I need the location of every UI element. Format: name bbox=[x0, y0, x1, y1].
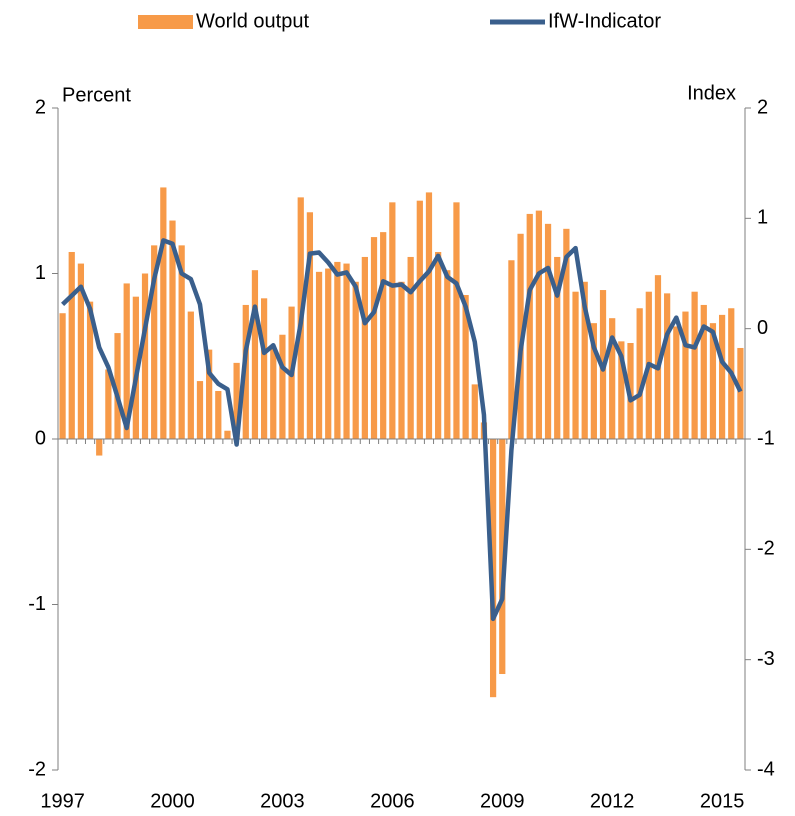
bar bbox=[380, 232, 387, 439]
bar bbox=[233, 362, 240, 439]
x-tick-label: 2015 bbox=[700, 790, 745, 812]
bar bbox=[590, 323, 597, 439]
bar bbox=[489, 439, 497, 698]
y2-axis-label: Index bbox=[687, 82, 736, 104]
bar bbox=[114, 333, 121, 439]
bar bbox=[682, 311, 689, 439]
bar bbox=[535, 210, 543, 439]
bar bbox=[59, 313, 66, 439]
bar bbox=[96, 439, 103, 456]
bar bbox=[279, 334, 286, 439]
y-tick-label: 2 bbox=[35, 96, 46, 118]
bar bbox=[224, 430, 231, 439]
bar bbox=[123, 283, 130, 439]
bar bbox=[334, 261, 341, 439]
bar bbox=[343, 263, 350, 439]
bar bbox=[554, 256, 561, 439]
bar bbox=[636, 308, 643, 439]
bar bbox=[270, 347, 277, 439]
y-tick-label: -2 bbox=[28, 758, 46, 780]
bar bbox=[251, 270, 259, 439]
bar bbox=[160, 187, 167, 439]
legend-label: IfW-Indicator bbox=[548, 10, 661, 32]
bar bbox=[105, 369, 112, 439]
bar bbox=[700, 304, 707, 439]
bar bbox=[169, 220, 176, 439]
bar bbox=[654, 275, 662, 439]
y2-tick-label: 1 bbox=[757, 207, 768, 229]
bar bbox=[407, 256, 414, 439]
bar bbox=[352, 281, 359, 439]
bar bbox=[187, 311, 194, 439]
bar bbox=[425, 192, 433, 439]
bar bbox=[709, 323, 717, 439]
bar bbox=[416, 200, 423, 439]
x-tick-label: 1997 bbox=[40, 790, 85, 812]
bar bbox=[435, 251, 442, 439]
y-tick-label: 0 bbox=[35, 427, 46, 449]
bar bbox=[178, 245, 185, 439]
bar bbox=[563, 228, 570, 439]
x-tick-label: 2000 bbox=[150, 790, 195, 812]
bar bbox=[361, 256, 368, 439]
bar bbox=[544, 223, 552, 439]
bar bbox=[691, 291, 698, 439]
bar bbox=[260, 298, 268, 439]
legend-label: World output bbox=[196, 10, 309, 32]
y2-tick-label: -4 bbox=[757, 758, 775, 780]
x-tick-label: 2009 bbox=[480, 790, 525, 812]
bar bbox=[325, 268, 332, 439]
bar bbox=[664, 293, 671, 439]
legend-swatch bbox=[138, 15, 193, 29]
bar bbox=[68, 251, 75, 439]
bar bbox=[526, 213, 533, 439]
x-tick-label: 2006 bbox=[370, 790, 415, 812]
y2-tick-label: -2 bbox=[757, 538, 775, 560]
y-axis-label: Percent bbox=[62, 84, 131, 106]
line bbox=[61, 238, 743, 622]
bar bbox=[370, 237, 378, 439]
bar bbox=[508, 260, 515, 439]
x-tick-label: 2012 bbox=[590, 790, 635, 812]
bar bbox=[462, 295, 469, 439]
bar bbox=[151, 245, 158, 439]
bar bbox=[618, 341, 625, 439]
bar bbox=[206, 349, 213, 439]
bar bbox=[77, 263, 85, 439]
bar bbox=[86, 301, 94, 439]
bar bbox=[471, 384, 478, 439]
y-tick-label: 1 bbox=[35, 262, 46, 284]
bar bbox=[453, 202, 460, 439]
bar bbox=[718, 314, 726, 439]
bar bbox=[215, 391, 222, 439]
bar bbox=[315, 271, 323, 439]
x-tick-label: 2003 bbox=[260, 790, 305, 812]
bar bbox=[581, 281, 588, 439]
bar bbox=[499, 439, 506, 675]
bar bbox=[398, 281, 405, 439]
bar bbox=[389, 202, 396, 439]
bar bbox=[196, 381, 204, 439]
bar bbox=[572, 291, 579, 439]
y2-tick-label: 2 bbox=[757, 96, 768, 118]
bar bbox=[609, 318, 616, 439]
bar bbox=[306, 212, 314, 439]
y2-tick-label: -3 bbox=[757, 648, 775, 670]
y-tick-label: -1 bbox=[28, 593, 46, 615]
bar bbox=[673, 326, 680, 439]
y2-tick-label: 0 bbox=[757, 317, 768, 339]
bar bbox=[444, 270, 451, 439]
y2-tick-label: -1 bbox=[757, 427, 775, 449]
bar bbox=[141, 273, 149, 439]
bar bbox=[737, 347, 744, 439]
